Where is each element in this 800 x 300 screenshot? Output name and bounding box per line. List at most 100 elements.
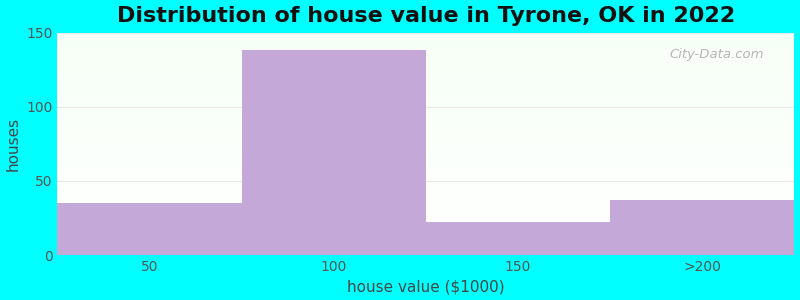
Bar bbox=[610, 200, 794, 255]
Bar bbox=[58, 40, 794, 42]
Bar bbox=[58, 33, 794, 34]
Bar bbox=[58, 146, 794, 147]
Bar bbox=[58, 115, 794, 116]
Bar bbox=[58, 134, 794, 135]
Bar bbox=[58, 217, 794, 218]
Bar bbox=[58, 149, 794, 151]
Bar bbox=[58, 129, 794, 130]
Bar bbox=[58, 128, 794, 129]
Bar bbox=[58, 208, 794, 209]
Bar bbox=[58, 124, 794, 125]
Bar bbox=[58, 230, 794, 231]
Bar bbox=[58, 94, 794, 95]
Bar bbox=[58, 254, 794, 255]
Bar bbox=[58, 181, 794, 182]
Bar bbox=[58, 52, 794, 53]
Bar bbox=[242, 50, 426, 255]
Bar bbox=[58, 125, 794, 126]
Bar bbox=[58, 224, 794, 225]
Bar bbox=[58, 73, 794, 74]
Bar bbox=[58, 112, 794, 113]
Bar bbox=[58, 86, 794, 87]
Bar bbox=[58, 239, 794, 241]
Bar bbox=[58, 218, 794, 220]
Bar bbox=[58, 253, 794, 254]
Bar bbox=[58, 63, 794, 64]
Bar bbox=[58, 85, 794, 86]
Bar bbox=[58, 80, 794, 82]
Bar bbox=[58, 244, 794, 245]
Bar bbox=[58, 74, 794, 75]
Bar bbox=[58, 243, 794, 244]
Bar bbox=[58, 95, 794, 96]
Bar bbox=[58, 233, 794, 234]
Bar bbox=[58, 138, 794, 140]
Bar bbox=[58, 98, 794, 99]
Bar bbox=[58, 102, 794, 103]
Bar bbox=[58, 157, 794, 158]
Bar bbox=[58, 53, 794, 54]
Bar bbox=[58, 212, 794, 213]
Bar bbox=[58, 37, 794, 38]
Bar bbox=[58, 164, 794, 165]
Bar bbox=[58, 175, 794, 176]
Bar bbox=[58, 50, 794, 52]
Bar bbox=[58, 84, 794, 85]
Bar bbox=[58, 133, 794, 134]
Y-axis label: houses: houses bbox=[6, 117, 21, 171]
Bar bbox=[58, 234, 794, 235]
Bar bbox=[58, 159, 794, 160]
Bar bbox=[58, 118, 794, 119]
Bar bbox=[58, 173, 794, 174]
Bar bbox=[58, 205, 794, 206]
Bar bbox=[58, 68, 794, 69]
Bar bbox=[58, 241, 794, 242]
Bar bbox=[58, 186, 794, 187]
Bar bbox=[58, 194, 794, 195]
Bar bbox=[58, 200, 794, 202]
Bar bbox=[58, 34, 794, 35]
Bar bbox=[58, 187, 794, 188]
Bar bbox=[58, 247, 794, 248]
Bar bbox=[58, 207, 794, 208]
Bar bbox=[58, 116, 794, 117]
Bar bbox=[58, 225, 794, 226]
Title: Distribution of house value in Tyrone, OK in 2022: Distribution of house value in Tyrone, O… bbox=[117, 6, 735, 26]
Bar bbox=[58, 36, 794, 37]
Bar bbox=[58, 250, 794, 252]
Bar bbox=[58, 78, 794, 80]
Bar bbox=[58, 142, 794, 143]
Bar bbox=[58, 177, 794, 178]
Bar bbox=[58, 100, 794, 102]
Bar bbox=[58, 156, 794, 157]
Bar bbox=[58, 132, 794, 133]
Bar bbox=[58, 137, 794, 138]
Bar bbox=[58, 228, 794, 230]
Bar bbox=[58, 44, 794, 45]
Bar bbox=[58, 55, 794, 56]
Bar bbox=[58, 123, 794, 124]
Bar bbox=[58, 162, 794, 163]
Bar bbox=[58, 154, 794, 155]
Bar bbox=[58, 147, 794, 148]
Bar bbox=[58, 196, 794, 197]
Bar bbox=[58, 67, 794, 68]
Bar bbox=[58, 203, 242, 255]
Bar bbox=[58, 246, 794, 247]
Bar bbox=[58, 70, 794, 72]
Bar bbox=[58, 66, 794, 67]
Bar bbox=[58, 172, 794, 173]
Bar bbox=[58, 119, 794, 121]
Bar bbox=[58, 87, 794, 88]
Bar bbox=[58, 155, 794, 156]
Bar bbox=[58, 83, 794, 84]
Bar bbox=[58, 168, 794, 169]
Bar bbox=[58, 170, 794, 172]
Bar bbox=[58, 174, 794, 175]
Bar bbox=[58, 75, 794, 76]
Bar bbox=[58, 166, 794, 167]
Bar bbox=[58, 216, 794, 217]
Bar bbox=[58, 231, 794, 232]
Bar bbox=[58, 195, 794, 196]
Bar bbox=[58, 97, 794, 98]
